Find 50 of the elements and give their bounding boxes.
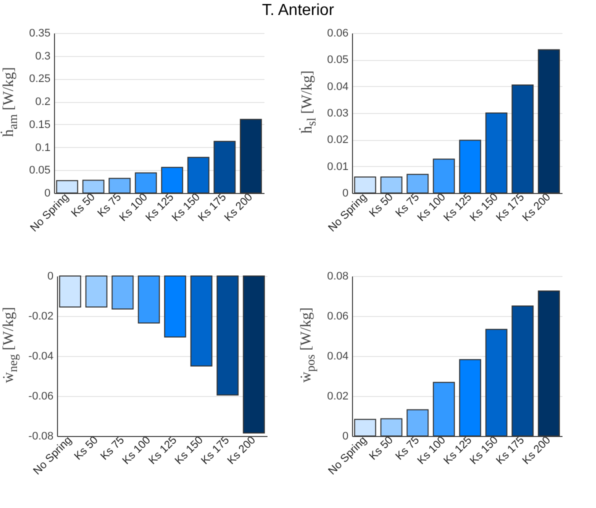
y-tick-label: 0.04 — [327, 350, 348, 362]
y-tick-label: 0.2 — [35, 96, 50, 108]
bar — [56, 180, 78, 194]
bar — [459, 359, 482, 436]
bar — [354, 418, 376, 436]
bar — [380, 176, 402, 194]
y-tick-label: -0.02 — [28, 310, 54, 322]
x-tick-label: Ks 50 — [367, 191, 396, 220]
bar — [512, 306, 534, 436]
y-tick-label: 0 — [47, 270, 54, 282]
y-tick-label: -0.04 — [28, 350, 54, 362]
bar — [485, 112, 508, 194]
bar — [161, 166, 184, 194]
bar — [406, 409, 429, 436]
text: T. Anterior — [260, 1, 336, 21]
x-tick-label: Ks 50 — [72, 434, 101, 463]
bar — [240, 118, 262, 194]
y-tick-label: -0.06 — [28, 390, 54, 402]
bar — [432, 382, 455, 436]
y-tick-label: 0.02 — [327, 134, 348, 146]
y-tick-label: 0.03 — [327, 108, 348, 120]
bar — [380, 418, 402, 436]
y-tick-label: 0.15 — [29, 118, 50, 131]
y-tick-label: 0.25 — [29, 73, 50, 86]
bar — [538, 49, 560, 194]
y-tick-label: 0.06 — [327, 28, 348, 40]
bar — [354, 176, 376, 194]
bar — [108, 178, 131, 194]
bar — [82, 180, 104, 194]
y-tick-label: 0.06 — [327, 310, 348, 322]
y-tick-label: 0.01 — [327, 160, 348, 173]
y-tick-label: 0.08 — [327, 270, 348, 282]
y-tick-label: 0.05 — [29, 164, 50, 177]
bar — [406, 174, 429, 194]
bar — [459, 140, 482, 194]
y-tick-label: 0.02 — [327, 390, 348, 402]
bar — [134, 172, 157, 194]
bar — [512, 84, 534, 194]
bar — [214, 140, 236, 194]
y-tick-label: 0.35 — [29, 28, 50, 40]
x-tick-label: Ks 50 — [367, 434, 396, 463]
bar — [485, 328, 508, 436]
bar — [187, 156, 210, 194]
y-tick-label: 0.1 — [35, 142, 50, 154]
bar — [432, 158, 455, 194]
y-tick-label: 0.04 — [327, 80, 348, 93]
bar — [538, 290, 560, 436]
y-tick-label: 0.3 — [35, 50, 50, 62]
x-tick-label: Ks 50 — [69, 191, 98, 220]
y-tick-label: 0.05 — [327, 54, 348, 66]
